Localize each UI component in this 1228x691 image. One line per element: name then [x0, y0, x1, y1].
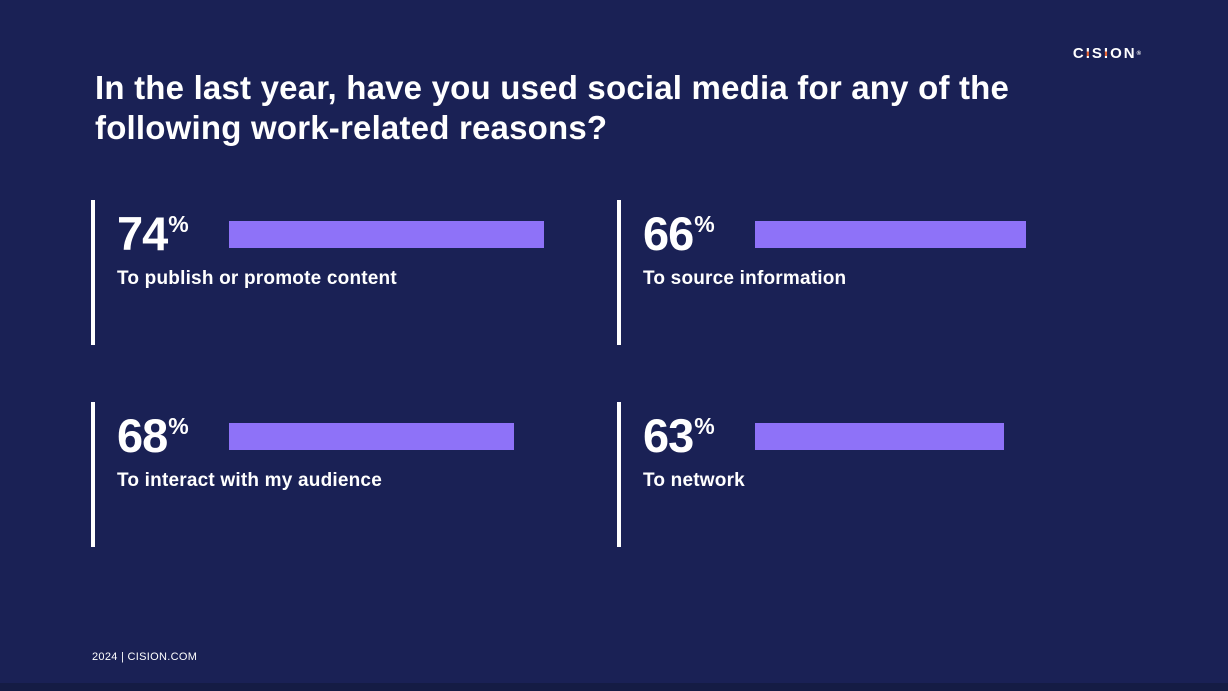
- slide-title: In the last year, have you used social m…: [95, 69, 1010, 146]
- cision-logo: CISION®: [1073, 46, 1141, 62]
- registered-mark-icon: ®: [1136, 51, 1141, 57]
- stat-card: 68% To interact with my audience: [91, 402, 591, 547]
- stat-value-number: 66: [643, 207, 694, 260]
- stat-bar: [755, 220, 1026, 248]
- bottom-strip: [0, 683, 1228, 691]
- stat-value-number: 63: [643, 409, 694, 462]
- logo-letter: C: [1072, 45, 1086, 62]
- logo-letter: I: [1085, 45, 1092, 62]
- stat-value-number: 74: [117, 207, 168, 260]
- stat-value: 63%: [643, 409, 755, 462]
- logo-letter: O: [1110, 45, 1124, 62]
- logo-letter: I: [1103, 45, 1111, 62]
- percent-sign: %: [694, 211, 715, 237]
- stat-value: 74%: [117, 207, 229, 260]
- stat-value-row: 63%: [643, 411, 1117, 461]
- cision-logo-letters: CISION: [1073, 45, 1137, 62]
- logo-letter: S: [1091, 45, 1104, 62]
- stat-label: To interact with my audience: [117, 470, 382, 491]
- stat-card: 63% To network: [617, 402, 1117, 547]
- stat-bar: [755, 422, 1004, 450]
- stat-card: 66% To source information: [617, 200, 1117, 345]
- stat-bar: [229, 220, 544, 248]
- stat-value: 66%: [643, 207, 755, 260]
- stat-bar: [229, 422, 514, 450]
- stat-label: To source information: [643, 268, 847, 289]
- stat-value-number: 68: [117, 409, 168, 462]
- percent-sign: %: [694, 413, 715, 439]
- stat-label: To network: [643, 470, 745, 491]
- stat-label: To publish or promote content: [117, 268, 397, 289]
- stat-value: 68%: [117, 409, 229, 462]
- percent-sign: %: [168, 211, 189, 237]
- percent-sign: %: [168, 413, 189, 439]
- stat-value-row: 66%: [643, 209, 1117, 259]
- logo-letter: N: [1123, 45, 1137, 62]
- stat-value-row: 74%: [117, 209, 591, 259]
- stat-card: 74% To publish or promote content: [91, 200, 591, 345]
- stat-value-row: 68%: [117, 411, 591, 461]
- footer-credit: 2024 | CISION.COM: [92, 651, 198, 663]
